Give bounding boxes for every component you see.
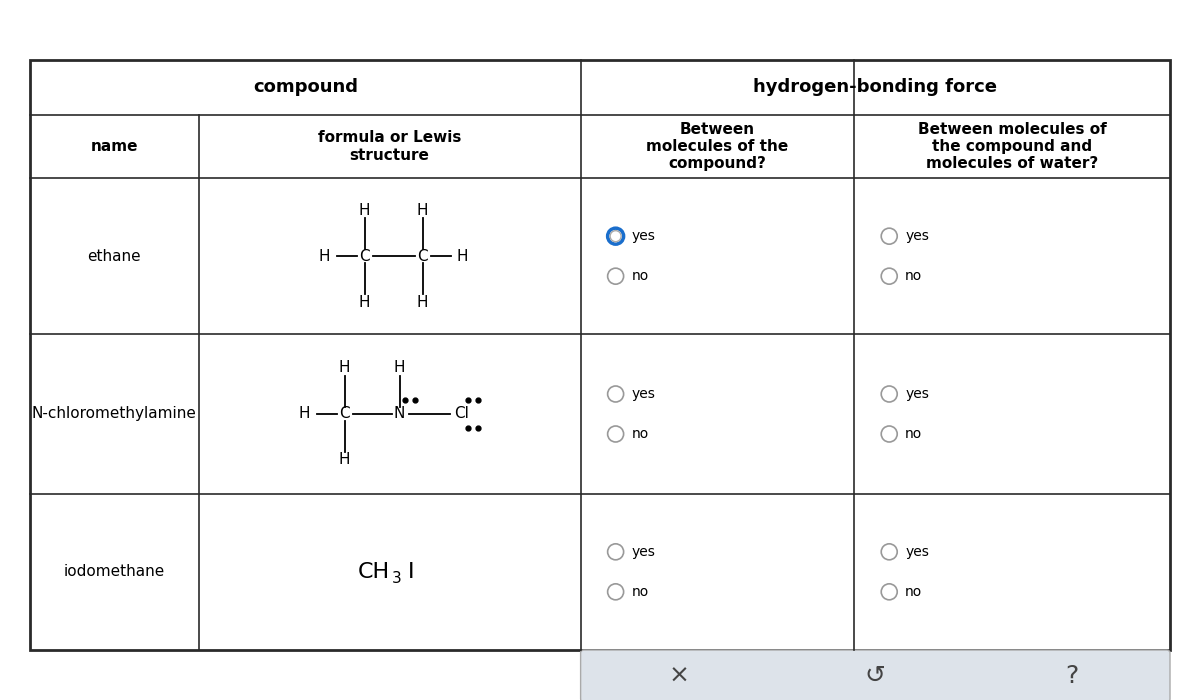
Text: yes: yes bbox=[631, 229, 655, 243]
Text: ethane: ethane bbox=[88, 248, 142, 264]
Text: hydrogen-bonding force: hydrogen-bonding force bbox=[754, 78, 997, 97]
Text: ×: × bbox=[668, 664, 689, 688]
Text: CH: CH bbox=[358, 562, 390, 582]
Text: yes: yes bbox=[631, 387, 655, 401]
Text: yes: yes bbox=[905, 229, 929, 243]
Text: name: name bbox=[91, 139, 138, 154]
Text: H: H bbox=[338, 452, 350, 468]
Text: H: H bbox=[457, 248, 468, 264]
Text: H: H bbox=[319, 248, 330, 264]
Text: C: C bbox=[340, 407, 350, 421]
Text: yes: yes bbox=[905, 545, 929, 559]
Text: H: H bbox=[416, 295, 428, 309]
Text: compound: compound bbox=[253, 78, 358, 97]
Text: no: no bbox=[905, 584, 923, 598]
Text: H: H bbox=[394, 360, 406, 375]
Text: N-chloromethylamine: N-chloromethylamine bbox=[32, 407, 197, 421]
Text: H: H bbox=[359, 295, 371, 309]
Text: no: no bbox=[631, 270, 649, 284]
Text: no: no bbox=[631, 427, 649, 441]
Text: H: H bbox=[359, 203, 371, 218]
Text: 3: 3 bbox=[391, 571, 402, 587]
Text: iodomethane: iodomethane bbox=[64, 564, 164, 580]
Text: ?: ? bbox=[1066, 664, 1079, 688]
Text: H: H bbox=[299, 407, 311, 421]
Text: no: no bbox=[905, 427, 923, 441]
Text: yes: yes bbox=[631, 545, 655, 559]
Text: ↺: ↺ bbox=[865, 664, 886, 688]
Text: H: H bbox=[338, 360, 350, 375]
Text: C: C bbox=[359, 248, 370, 264]
Text: I: I bbox=[408, 562, 414, 582]
Text: yes: yes bbox=[905, 387, 929, 401]
Text: Between
molecules of the
compound?: Between molecules of the compound? bbox=[647, 122, 788, 172]
Text: no: no bbox=[631, 584, 649, 598]
Text: no: no bbox=[905, 270, 923, 284]
FancyBboxPatch shape bbox=[581, 650, 1170, 700]
Text: Between molecules of
the compound and
molecules of water?: Between molecules of the compound and mo… bbox=[918, 122, 1106, 172]
Text: N: N bbox=[394, 407, 406, 421]
Text: H: H bbox=[416, 203, 428, 218]
Text: C: C bbox=[418, 248, 428, 264]
Text: Cl: Cl bbox=[455, 407, 469, 421]
Text: formula or Lewis
structure: formula or Lewis structure bbox=[318, 130, 461, 162]
